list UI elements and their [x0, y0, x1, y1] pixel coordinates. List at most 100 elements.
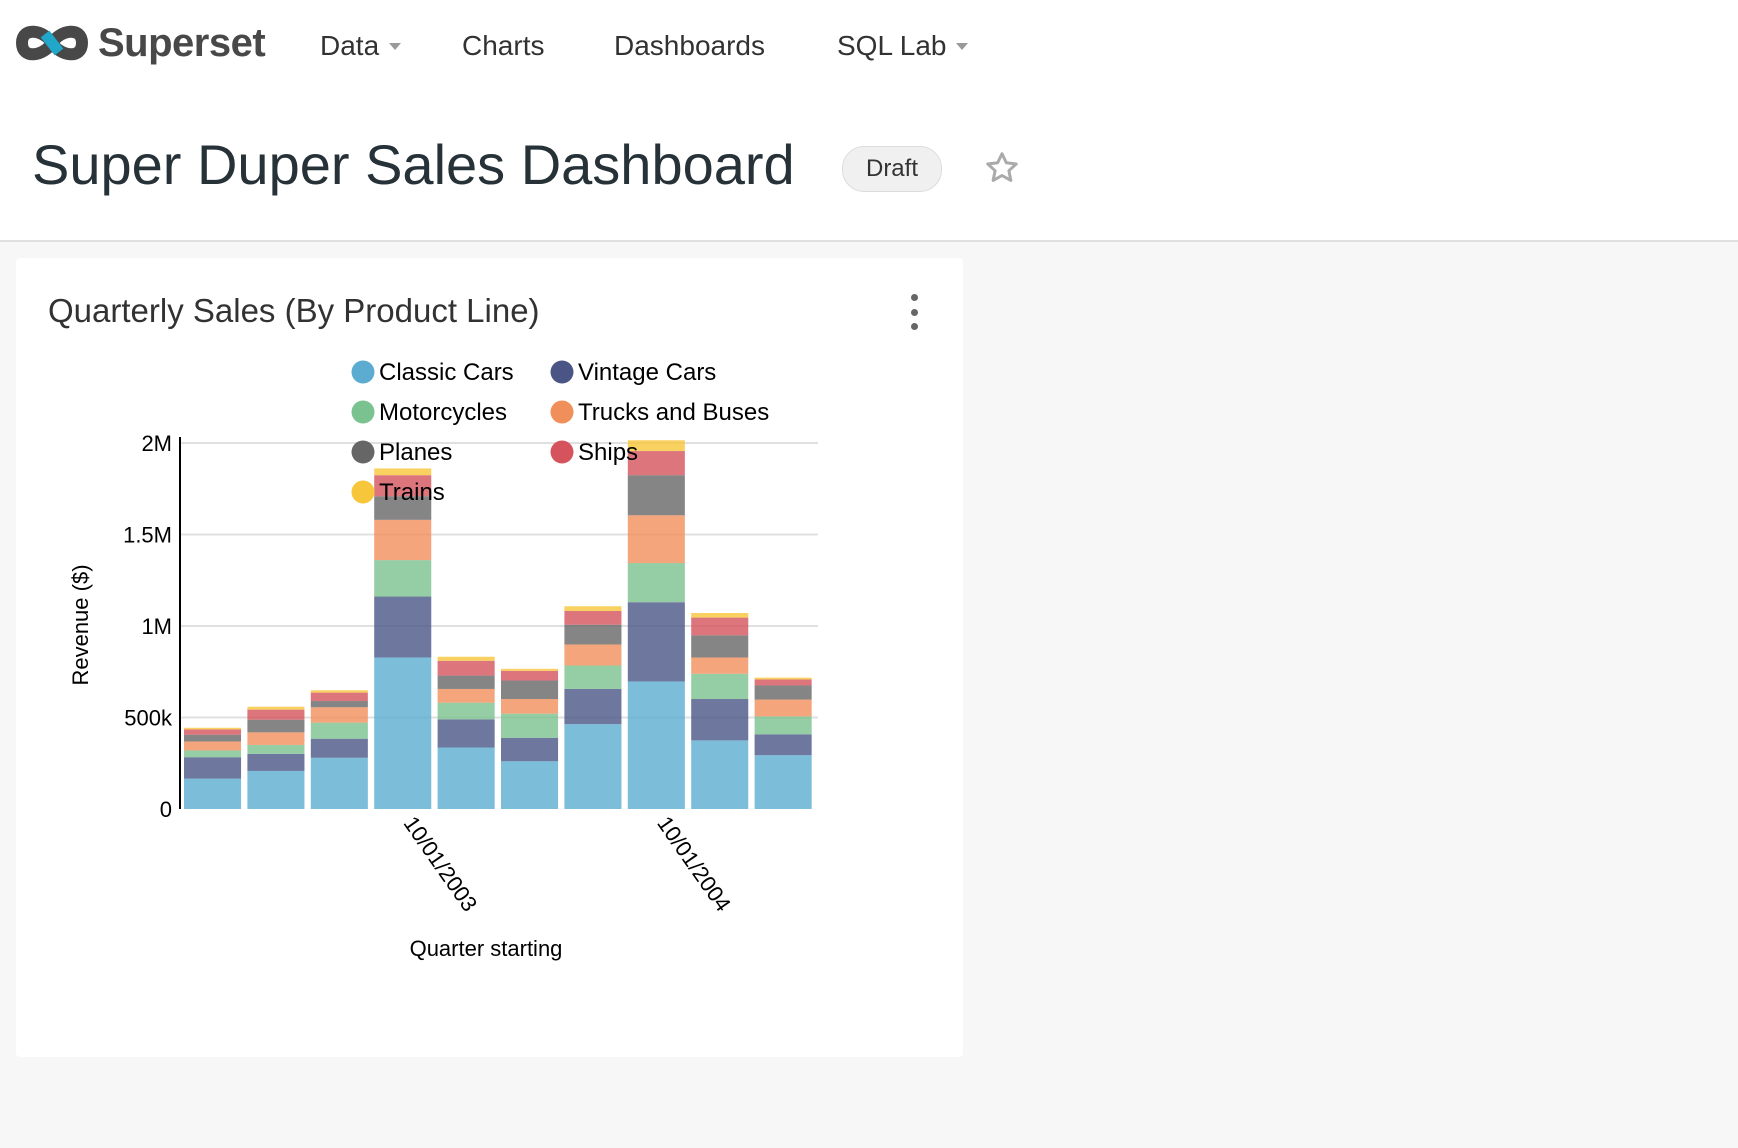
legend-marker — [351, 440, 375, 464]
bar-segment — [437, 702, 495, 720]
legend-item: Vintage Cars — [578, 359, 716, 386]
bar-segment — [374, 496, 432, 520]
status-badge: Draft — [842, 146, 942, 192]
bar-segment — [564, 644, 622, 666]
bar-segment — [247, 770, 305, 809]
bar-segment — [437, 660, 495, 676]
bar-segment — [184, 734, 242, 742]
bar-segment — [310, 701, 368, 708]
nav-sql-lab-label: SQL Lab — [837, 30, 947, 61]
bar-segment — [184, 741, 242, 751]
caret-down-icon — [956, 42, 969, 50]
dashboard-title[interactable]: Super Duper Sales Dashboard — [32, 133, 795, 196]
bar-segment — [184, 750, 242, 758]
bar-segment — [691, 613, 749, 618]
bar-segment — [627, 475, 685, 516]
bar-segment — [627, 602, 685, 682]
bar-segment — [564, 610, 622, 625]
bar-segment — [501, 737, 559, 762]
bar-segment — [627, 451, 685, 476]
bar-segment — [691, 673, 749, 700]
bar-segment — [691, 617, 749, 636]
bar-segment — [564, 665, 622, 689]
bar-segment — [627, 681, 685, 809]
bar-segment — [754, 755, 812, 809]
bar-segment — [754, 679, 812, 686]
bar-segment — [374, 468, 432, 476]
star-icon[interactable] — [984, 150, 1020, 186]
nav-sql-lab[interactable]: SQL Lab — [837, 30, 969, 62]
bar-segment — [754, 734, 812, 756]
brand-name: Superset — [98, 20, 266, 65]
bar-segment — [247, 706, 305, 710]
nav-dashboards[interactable]: Dashboards — [614, 30, 765, 62]
bar-segment — [310, 692, 368, 702]
nav-charts[interactable]: Charts — [462, 30, 544, 62]
bar-segment — [374, 475, 432, 497]
bar-segment — [691, 657, 749, 674]
bar-segment — [437, 747, 495, 809]
top-navbar: Superset Data Charts Dashboards SQL Lab … — [0, 0, 1738, 242]
bar-segment — [247, 753, 305, 771]
legend-item: Trucks and Buses — [578, 399, 769, 426]
nav-dashboards-label: Dashboards — [614, 30, 765, 61]
superset-logo[interactable]: Superset — [14, 20, 266, 66]
bar-segment — [310, 707, 368, 723]
legend-item: Ships — [578, 439, 638, 466]
legend-item: Planes — [379, 439, 452, 466]
bar-segment — [627, 563, 685, 603]
bar-segment — [564, 688, 622, 725]
legend-marker — [550, 400, 574, 424]
legend-marker — [351, 400, 375, 424]
bar-segment — [247, 744, 305, 754]
bar-segment — [691, 635, 749, 658]
bar-segment — [374, 519, 432, 561]
bar-segment — [627, 440, 685, 452]
bar-segment — [437, 688, 495, 703]
y-tick-label: 2M — [141, 431, 172, 456]
nav-charts-label: Charts — [462, 30, 545, 61]
caret-down-icon — [389, 42, 402, 50]
bar-segment — [501, 668, 559, 671]
nav-data-label: Data — [320, 30, 380, 61]
bar-segment — [247, 709, 305, 720]
stacked-bar-chart: 0 500k 1M 1.5M 2M 10/01/2003 10/01/2004 Quarter… — [68, 359, 818, 961]
bar-segment — [374, 657, 432, 809]
x-axis-label: Quarter starting — [410, 936, 563, 961]
bar-segment — [184, 727, 242, 730]
nav-data[interactable]: Data — [320, 30, 402, 62]
bar-segment — [374, 560, 432, 597]
bar-segment — [247, 719, 305, 733]
bar-segment — [754, 685, 812, 700]
legend-item: Classic Cars — [379, 359, 514, 386]
bar-segment — [437, 675, 495, 689]
bar-segment — [501, 699, 559, 714]
legend-marker — [550, 440, 574, 464]
y-axis-label: Revenue ($) — [68, 564, 93, 685]
bar-segment — [564, 606, 622, 611]
bar-segment — [184, 778, 242, 809]
bar-segment — [564, 724, 622, 809]
y-tick-label: 500k — [124, 706, 173, 731]
kebab-menu-icon[interactable] — [908, 294, 920, 330]
bar-segment — [501, 680, 559, 700]
chart-card: Quarterly Sales (By Product Line) 0 500k 1… — [16, 258, 963, 1057]
bar-segment — [310, 757, 368, 809]
bar-segment — [564, 624, 622, 645]
chart-title: Quarterly Sales (By Product Line) — [48, 292, 540, 329]
x-tick-label: 10/01/2003 — [399, 812, 483, 917]
bar-segment — [247, 732, 305, 745]
y-tick-label: 1M — [141, 614, 172, 639]
bar-segment — [691, 740, 749, 809]
bar-segment — [754, 699, 812, 717]
bar-segment — [437, 656, 495, 661]
y-tick-label: 0 — [160, 797, 172, 822]
bar-segment — [310, 690, 368, 693]
bar-segment — [310, 722, 368, 739]
legend-marker — [351, 480, 375, 504]
y-tick-label: 1.5M — [123, 523, 172, 548]
bar-segment — [627, 515, 685, 564]
legend-item: Motorcycles — [379, 399, 507, 426]
bar-segment — [437, 719, 495, 748]
bar-segment — [501, 713, 559, 738]
